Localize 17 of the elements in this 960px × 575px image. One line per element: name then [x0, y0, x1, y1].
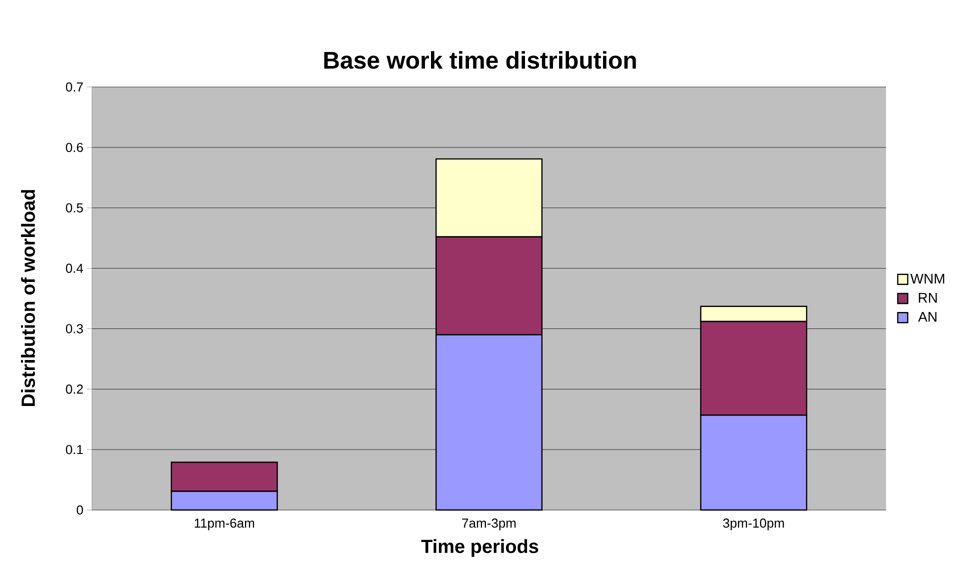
chart-title: Base work time distribution	[324, 51, 636, 69]
y-tick-label: 0	[76, 505, 83, 515]
y-tick-label: 0.4	[66, 264, 84, 273]
x-tick-label: 11pm-6am	[194, 518, 254, 530]
y-tick-label: 0.5	[66, 203, 83, 212]
legend-label: AN	[918, 312, 936, 322]
x-tick-label: 3pm-10pm	[723, 518, 784, 530]
y-tick-label: 0.1	[66, 444, 83, 454]
y-tick-label: 0.2	[66, 384, 83, 394]
x-axis-title: Time periods	[421, 539, 538, 557]
x-tick-label: 7am-3pm	[462, 518, 516, 530]
y-tick-label: 0.6	[66, 142, 83, 152]
legend-label: RN	[918, 292, 937, 303]
legend-label: WNM	[910, 274, 944, 284]
y-tick-label: 0.7	[66, 82, 83, 92]
y-tick-label: 0.3	[66, 324, 83, 334]
y-axis-title: Distribution of workload	[21, 190, 35, 406]
